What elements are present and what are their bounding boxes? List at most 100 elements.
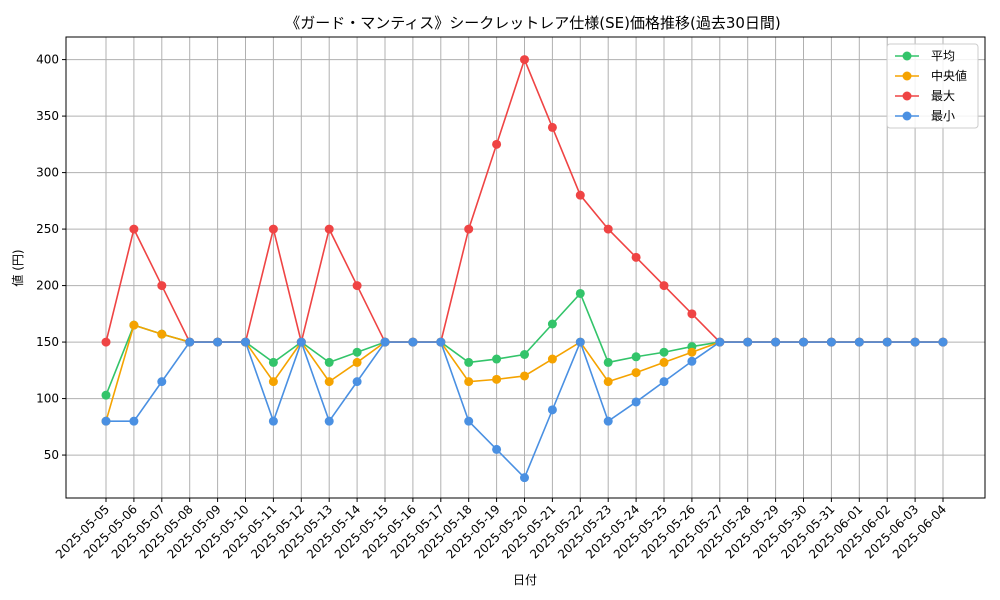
data-point bbox=[380, 337, 390, 347]
series-3 bbox=[101, 337, 948, 483]
legend-label: 最小 bbox=[931, 109, 955, 123]
legend-label: 中央値 bbox=[931, 68, 967, 83]
data-point bbox=[157, 377, 167, 387]
data-point bbox=[547, 122, 557, 132]
data-point bbox=[408, 337, 418, 347]
data-point bbox=[101, 390, 111, 400]
plot-area bbox=[65, 36, 986, 499]
data-point bbox=[520, 350, 529, 360]
y-tick-label: 250 bbox=[36, 222, 59, 236]
data-point bbox=[101, 337, 111, 347]
data-point bbox=[854, 337, 864, 347]
series-group bbox=[101, 55, 948, 483]
data-point bbox=[687, 309, 697, 319]
data-point bbox=[268, 416, 278, 426]
data-point bbox=[575, 337, 585, 347]
data-point bbox=[352, 281, 362, 291]
grid bbox=[66, 37, 985, 498]
data-point bbox=[464, 357, 474, 367]
data-point bbox=[575, 190, 585, 200]
legend-box bbox=[886, 43, 979, 129]
y-tick-label: 150 bbox=[36, 335, 59, 349]
data-point bbox=[213, 337, 223, 347]
data-point bbox=[520, 55, 529, 65]
y-tick-label: 300 bbox=[36, 166, 59, 180]
data-point bbox=[241, 337, 250, 347]
y-tick-label: 400 bbox=[36, 53, 59, 67]
y-tick-label: 350 bbox=[36, 109, 59, 123]
data-point bbox=[464, 377, 474, 387]
data-point bbox=[631, 252, 641, 262]
legend-marker bbox=[902, 111, 912, 121]
data-point bbox=[659, 377, 669, 387]
legend-marker bbox=[902, 71, 912, 81]
data-point bbox=[268, 224, 278, 234]
data-point bbox=[268, 357, 278, 367]
y-tick-label: 100 bbox=[36, 392, 59, 406]
legend-label: 平均 bbox=[931, 49, 955, 63]
data-point bbox=[882, 337, 892, 347]
data-point bbox=[129, 320, 139, 330]
data-point bbox=[799, 337, 808, 347]
data-point bbox=[687, 347, 697, 357]
data-point bbox=[603, 416, 613, 426]
data-point bbox=[324, 357, 334, 367]
data-point bbox=[520, 473, 529, 483]
data-point bbox=[436, 337, 446, 347]
legend-item: 最小 bbox=[895, 109, 955, 123]
data-point bbox=[268, 377, 278, 387]
data-point bbox=[492, 374, 502, 384]
data-point bbox=[603, 357, 613, 367]
legend-item: 平均 bbox=[895, 49, 955, 63]
data-point bbox=[101, 416, 111, 426]
data-point bbox=[464, 416, 474, 426]
chart-title: 《ガード・マンティス》シークレットレア仕様(SE)価格推移(過去30日間) bbox=[285, 14, 781, 32]
data-point bbox=[659, 347, 669, 357]
data-point bbox=[157, 281, 167, 291]
data-point bbox=[492, 139, 502, 149]
data-point bbox=[715, 337, 725, 347]
data-point bbox=[324, 377, 334, 387]
data-point bbox=[129, 224, 139, 234]
data-point bbox=[296, 337, 306, 347]
y-axis-label: 値 (円) bbox=[10, 249, 25, 286]
data-point bbox=[464, 224, 474, 234]
data-point bbox=[157, 329, 167, 339]
legend-marker bbox=[902, 51, 912, 61]
data-point bbox=[938, 337, 948, 347]
data-point bbox=[631, 397, 641, 407]
data-point bbox=[603, 377, 613, 387]
data-point bbox=[324, 416, 334, 426]
data-point bbox=[687, 356, 697, 366]
data-point bbox=[547, 405, 557, 415]
legend-item: 最大 bbox=[895, 89, 955, 103]
data-point bbox=[659, 357, 669, 367]
data-point bbox=[547, 319, 557, 329]
data-point bbox=[352, 377, 362, 387]
data-point bbox=[492, 354, 502, 364]
y-tick-label: 50 bbox=[44, 448, 59, 462]
data-point bbox=[324, 224, 334, 234]
data-point bbox=[826, 337, 836, 347]
legend-item: 中央値 bbox=[895, 68, 967, 83]
legend-marker bbox=[902, 91, 912, 101]
data-point bbox=[771, 337, 781, 347]
data-point bbox=[659, 281, 669, 291]
data-point bbox=[631, 368, 641, 378]
y-tick-label: 200 bbox=[36, 279, 59, 293]
x-axis-ticks: 2025-05-052025-05-062025-05-072025-05-08… bbox=[53, 498, 949, 561]
legend-label: 最大 bbox=[931, 89, 955, 103]
data-point bbox=[910, 337, 920, 347]
data-point bbox=[743, 337, 753, 347]
data-point bbox=[352, 347, 362, 357]
data-point bbox=[547, 354, 557, 364]
data-point bbox=[129, 416, 139, 426]
data-point bbox=[631, 352, 641, 362]
data-point bbox=[603, 224, 613, 234]
data-point bbox=[575, 288, 585, 298]
y-axis-ticks: 50 100 150 200 250 300 350 400 bbox=[36, 53, 66, 462]
data-point bbox=[520, 371, 529, 381]
data-point bbox=[352, 357, 362, 367]
